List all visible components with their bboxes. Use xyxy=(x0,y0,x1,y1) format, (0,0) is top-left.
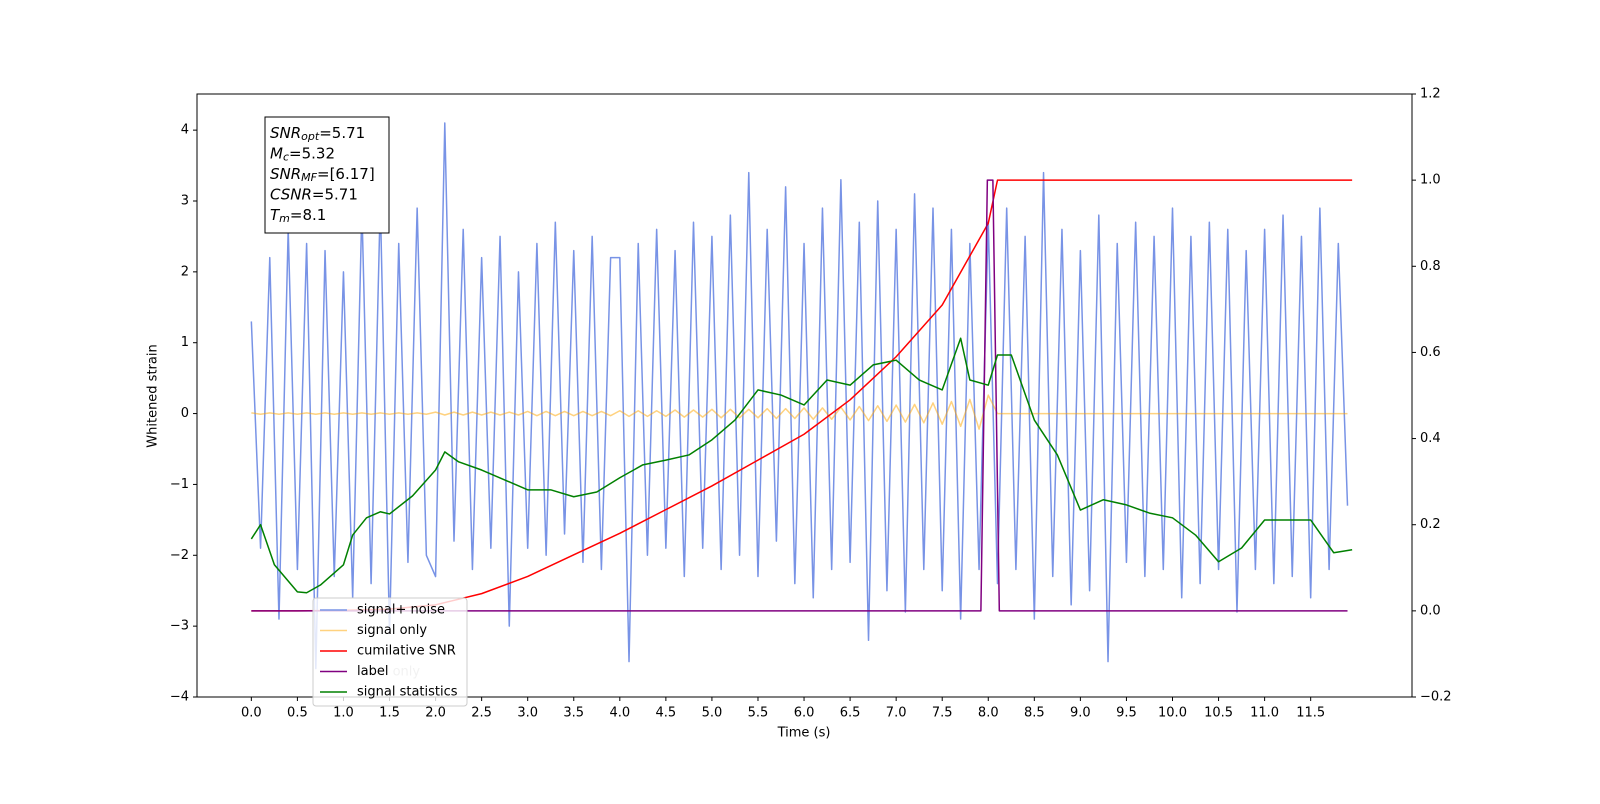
annotation-subscript: MF xyxy=(301,171,317,184)
x-tick-label: 10.0 xyxy=(1158,706,1187,721)
x-tick-label: 11.0 xyxy=(1250,706,1279,721)
x-tick-label: 3.5 xyxy=(563,706,584,721)
x-tick-label: 9.5 xyxy=(1116,706,1137,721)
legend-label: signal statistics xyxy=(357,685,458,700)
annotation-value: =5.32 xyxy=(289,144,335,162)
annotation-line: SNRopt=5.71 xyxy=(270,124,365,144)
y2-tick-label: −0.2 xyxy=(1420,690,1452,705)
x-tick-label: 4.0 xyxy=(609,706,630,721)
y-tick-label: 0 xyxy=(181,406,189,421)
y-axis-label: Whitened strain xyxy=(146,344,161,447)
annotation-value: =5.71 xyxy=(319,124,365,142)
series-line xyxy=(250,122,1349,670)
annotation-symbol: CSNR xyxy=(270,185,312,203)
y2-tick-label: 0.0 xyxy=(1420,603,1441,618)
x-tick-label: 1.0 xyxy=(333,706,354,721)
legend-box xyxy=(312,597,468,707)
x-tick-label: 0.0 xyxy=(241,706,262,721)
x-tick-label: 2.0 xyxy=(425,706,446,721)
x-tick-label: 6.0 xyxy=(794,706,815,721)
annotation-line: Tm=8.1 xyxy=(270,206,326,226)
x-tick-label: 7.0 xyxy=(886,706,907,721)
annotation-value: =[6.17] xyxy=(317,165,375,183)
x-axis-label: Time (s) xyxy=(777,726,831,741)
y2-tick-label: 0.4 xyxy=(1420,431,1441,446)
y-tick-label: 3 xyxy=(181,193,189,208)
annotation-line: Mc=5.32 xyxy=(270,144,335,164)
y-tick-label: 4 xyxy=(181,123,189,138)
x-tick-label: 8.0 xyxy=(978,706,999,721)
y-tick-label: −3 xyxy=(170,619,189,634)
y-tick-label: −2 xyxy=(170,548,189,563)
y2-tick-label: 1.2 xyxy=(1420,87,1441,102)
x-tick-label: 5.0 xyxy=(702,706,723,721)
x-tick-label: 8.5 xyxy=(1024,706,1045,721)
y2-tick-label: 0.8 xyxy=(1420,259,1441,274)
x-tick-label: 9.0 xyxy=(1070,706,1091,721)
x-tick-label: 6.5 xyxy=(840,706,861,721)
annotation-symbol: SNR xyxy=(270,165,301,183)
annotation-line: CSNR=5.71 xyxy=(270,185,358,203)
x-tick-label: 2.5 xyxy=(471,706,492,721)
y-tick-label: −1 xyxy=(170,477,189,492)
plot-frame xyxy=(196,93,1413,698)
annotation-subscript: opt xyxy=(301,130,320,143)
x-tick-label: 7.5 xyxy=(932,706,953,721)
legend-label: label xyxy=(357,664,388,679)
annotation-value: =5.71 xyxy=(312,185,358,203)
annotation-subscript: m xyxy=(279,212,290,225)
y2-tick-label: 1.0 xyxy=(1420,173,1441,188)
y2-tick-label: 0.6 xyxy=(1420,345,1441,360)
series-line xyxy=(251,394,1348,430)
y2-tick-label: 0.2 xyxy=(1420,517,1441,532)
x-tick-label: 1.5 xyxy=(379,706,400,721)
series-line xyxy=(250,337,1353,594)
x-tick-label: 0.5 xyxy=(287,706,308,721)
annotation-value: =8.1 xyxy=(290,206,326,224)
legend-label: signal+ noise xyxy=(357,603,445,618)
y-tick-label: 2 xyxy=(181,264,189,279)
series-line xyxy=(251,179,1348,612)
annotation-symbol: SNR xyxy=(270,124,301,142)
annotation-line: SNRMF=[6.17] xyxy=(270,165,375,185)
x-tick-label: 3.0 xyxy=(517,706,538,721)
annotation-box xyxy=(264,116,390,234)
y-tick-label: 1 xyxy=(181,335,189,350)
legend-label: cumilative SNR xyxy=(357,644,456,659)
x-tick-label: 10.5 xyxy=(1204,706,1233,721)
annotation-symbol: T xyxy=(270,206,281,224)
annotation-symbol: M xyxy=(270,144,283,162)
x-tick-label: 11.5 xyxy=(1296,706,1325,721)
x-tick-label: 4.5 xyxy=(656,706,677,721)
x-tick-label: 5.5 xyxy=(748,706,769,721)
y-tick-label: −4 xyxy=(170,690,189,705)
legend-label: signal only xyxy=(357,623,427,638)
annotation-subscript: c xyxy=(283,151,289,164)
